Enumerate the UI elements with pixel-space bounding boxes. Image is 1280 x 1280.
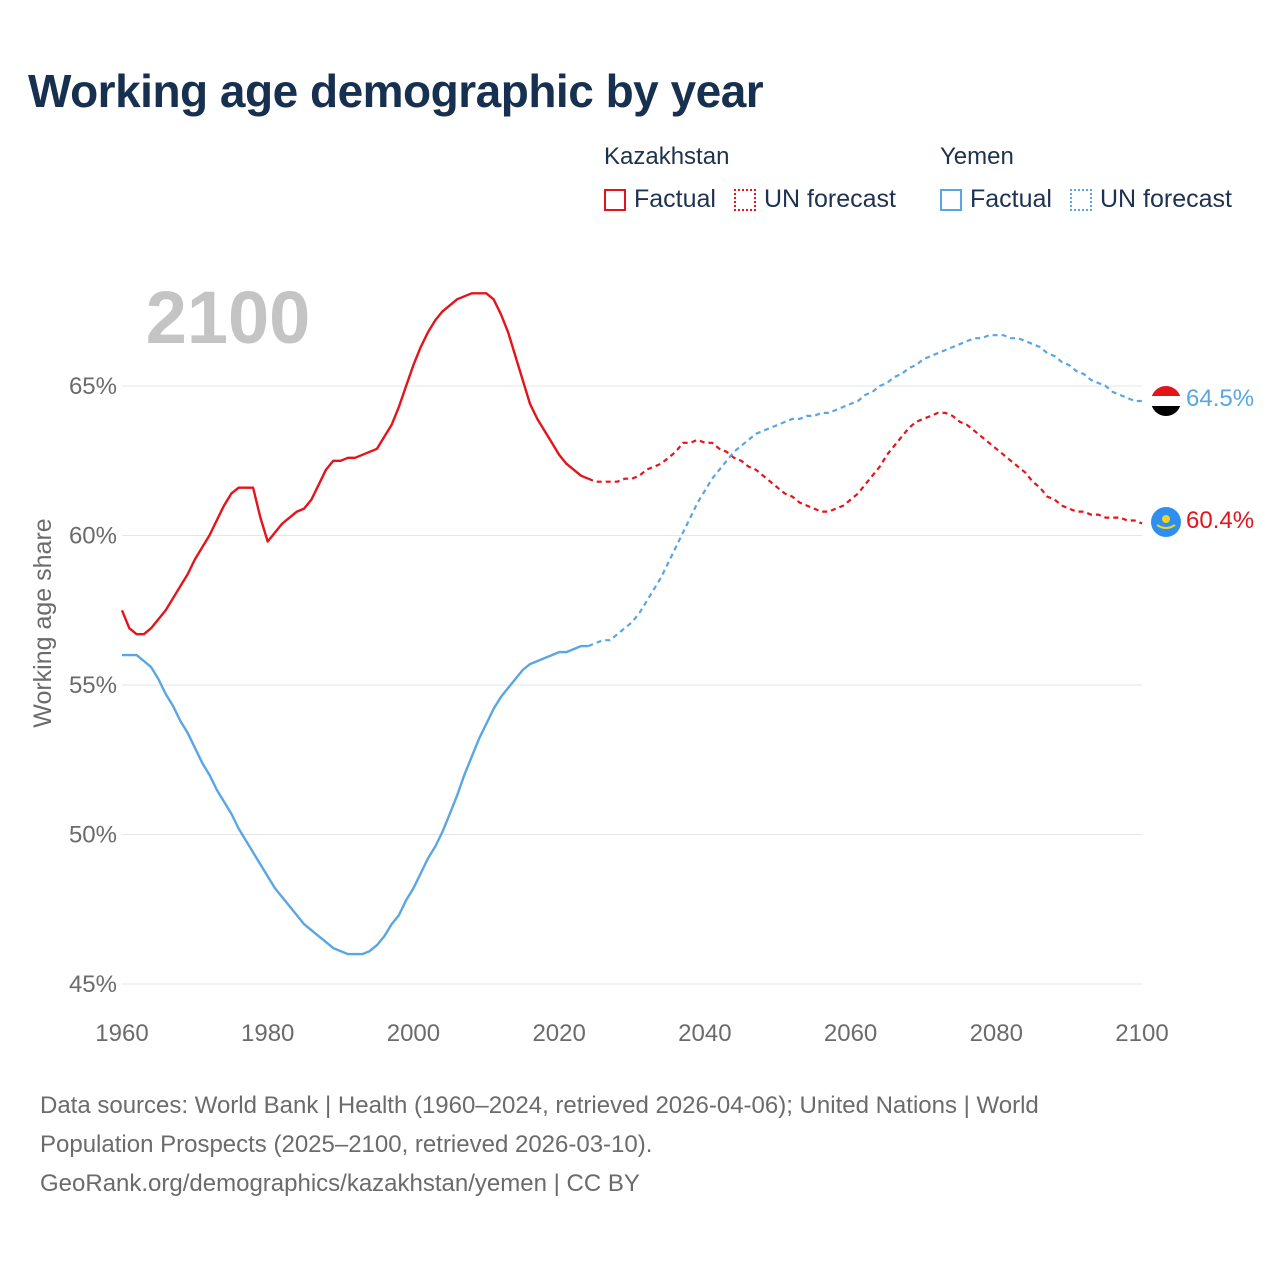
grid-lines xyxy=(122,385,1142,985)
y-axis-label: Working age share xyxy=(29,518,57,727)
legend-swatch-solid xyxy=(940,188,962,211)
x-tick-label: 2020 xyxy=(532,1020,585,1047)
yemen-flag-icon xyxy=(1151,386,1181,416)
series-line-kazakhstan-factual xyxy=(120,292,589,636)
legend-swatch-dotted xyxy=(733,188,756,211)
y-tick-label: 65% xyxy=(69,373,117,400)
source-link[interactable]: GeoRank.org/demographics/kazakhstan/yeme… xyxy=(40,1170,640,1197)
end-label-yemen: 64.5% xyxy=(1186,385,1254,412)
line-chart: 2100 45% 50% 55% 60% 65% 1960 1980 2000 2020 2040… xyxy=(29,276,1254,1047)
series-line-kazakhstan-forecast xyxy=(587,411,1143,525)
legend-swatch-solid xyxy=(604,188,626,211)
y-tick-label: 55% xyxy=(69,672,117,699)
legend-swatch-dotted xyxy=(1069,188,1092,211)
series-line-yemen-forecast xyxy=(587,334,1142,648)
legend-item-label: Factual xyxy=(634,185,716,213)
x-tick-label: 2000 xyxy=(387,1020,440,1047)
source-note: Data sources: World Bank | Health (1960–… xyxy=(40,1086,1240,1203)
legend-group-yemen: Yemen Factual UN forecast xyxy=(940,143,1250,214)
page-title: Working age demographic by year xyxy=(28,65,764,117)
y-tick-label: 50% xyxy=(69,822,117,849)
legend-item-label: UN forecast xyxy=(763,185,896,213)
kazakhstan-flag-icon xyxy=(1151,507,1181,537)
legend-item-yemen-factual[interactable]: Factual xyxy=(940,185,1052,214)
source-line: Population Prospects (2025–2100, retriev… xyxy=(40,1131,653,1158)
legend-item-kazakhstan-factual[interactable]: Factual xyxy=(604,185,716,214)
year-watermark: 2100 xyxy=(146,276,311,359)
x-tick-label: 2040 xyxy=(678,1020,731,1047)
y-tick-label: 60% xyxy=(69,523,117,550)
legend-item-yemen-forecast[interactable]: UN forecast xyxy=(1069,185,1232,214)
legend-item-label: UN forecast xyxy=(1099,185,1232,213)
series-lines xyxy=(120,292,1143,956)
legend-country-label: Kazakhstan xyxy=(604,143,730,170)
x-tick-label: 2060 xyxy=(824,1020,877,1047)
x-tick-label: 2100 xyxy=(1115,1020,1168,1047)
source-line: Data sources: World Bank | Health (1960–… xyxy=(40,1092,1039,1119)
x-tick-label: 2080 xyxy=(970,1020,1023,1047)
series-line-yemen-factual xyxy=(122,644,589,956)
x-tick-label: 1960 xyxy=(95,1020,148,1047)
axes: 45% 50% 55% 60% 65% 1960 1980 2000 2020 2040 2060 2… xyxy=(69,373,1169,1047)
legend-group-kazakhstan: Kazakhstan Factual UN forecast xyxy=(604,143,914,214)
legend-item-label: Factual xyxy=(970,185,1052,213)
legend-country-label: Yemen xyxy=(940,143,1014,170)
end-label-kazakhstan: 60.4% xyxy=(1186,507,1254,534)
y-tick-label: 45% xyxy=(69,971,117,998)
legend-item-kazakhstan-forecast[interactable]: UN forecast xyxy=(733,185,896,214)
x-tick-label: 1980 xyxy=(241,1020,294,1047)
